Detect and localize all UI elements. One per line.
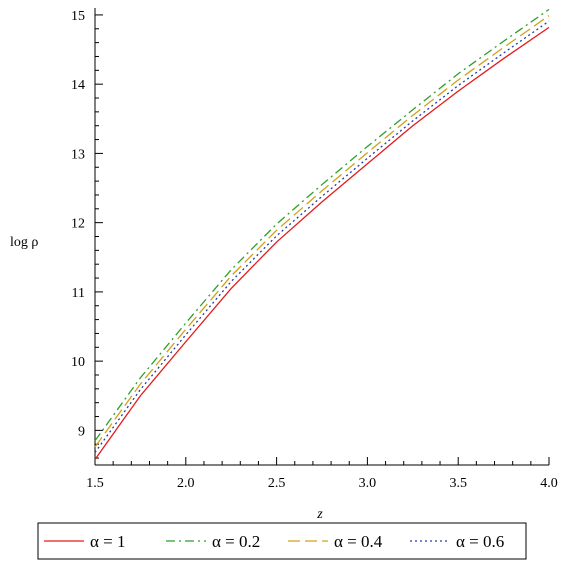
x-tick-label: 3.5 [449,476,467,491]
y-tick-label: 12 [71,217,85,232]
x-tick-label: 2.5 [268,476,286,491]
legend: α = 1 α = 0.2 α = 0.4 α = 0.6 [37,522,527,560]
y-tick-label: 14 [71,78,85,93]
series-line-3 [94,15,550,448]
y-tick-label: 13 [71,147,85,162]
x-tick-label: 4.0 [540,476,558,491]
y-tick-label: 11 [72,286,85,301]
x-axis-label: z [316,507,323,522]
x-tick-label: 1.5 [86,476,104,491]
series-line-1 [94,26,550,460]
axes: 1.5 2.0 2.5 3.0 3.5 4.0 9 10 11 12 13 14 15 [71,8,558,491]
series-lines [94,8,550,460]
legend-box [37,522,527,560]
legend-label: α = 0.2 [212,532,260,551]
legend-label: α = 1 [90,532,126,551]
x-tick-label: 3.0 [359,476,377,491]
x-tick-label: 2.0 [177,476,195,491]
legend-label: α = 0.4 [334,532,383,551]
legend-label: α = 0.6 [456,532,504,551]
series-line-4 [94,20,550,453]
series-line-2 [94,8,550,442]
y-axis-label: log ρ [10,235,38,250]
y-tick-label: 9 [78,424,85,439]
y-tick-label: 15 [71,9,85,24]
y-tick-label: 10 [71,355,85,370]
